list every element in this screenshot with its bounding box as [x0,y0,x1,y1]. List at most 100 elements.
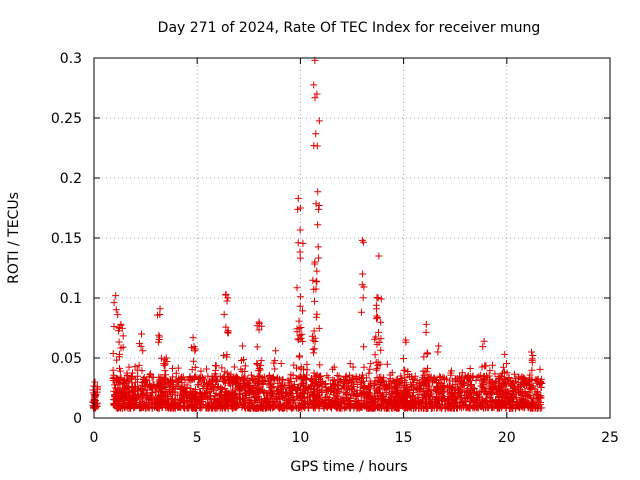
data-point [493,401,501,409]
data-point [322,384,330,392]
data-point [524,391,532,399]
data-point [263,392,271,400]
data-point [191,404,199,412]
data-point [342,396,350,404]
data-point [420,371,428,379]
data-point [383,389,391,397]
data-point [133,401,141,409]
data-point [131,363,139,371]
data-point [458,369,466,377]
data-point [137,330,145,338]
data-point [365,369,373,377]
data-point [483,390,491,398]
data-point [373,314,381,322]
data-point [422,396,430,404]
data-point [138,385,146,393]
data-point [310,285,318,293]
data-point [312,277,320,285]
data-point [188,366,196,374]
data-point [472,376,480,384]
data-point [163,357,171,365]
data-point [286,375,294,383]
data-point [324,374,332,382]
data-point [315,205,323,213]
data-point [447,371,455,379]
data-point [509,399,517,407]
data-point [433,403,441,411]
data-point [296,254,304,262]
data-point [165,404,173,412]
data-point [117,320,125,328]
data-point [439,381,447,389]
data-point [158,403,166,411]
data-point [261,396,269,404]
data-point [285,384,293,392]
data-point [248,386,256,394]
data-point [261,396,269,404]
data-point [143,389,151,397]
data-point [260,388,268,396]
data-point [373,364,381,372]
data-point [160,374,168,382]
data-point [314,243,322,251]
data-point [371,401,379,409]
data-point [190,343,198,351]
y-axis-label: ROTI / TECUs [6,192,22,284]
data-point [240,356,248,364]
data-point [271,365,279,373]
data-point [229,395,237,403]
data-point [328,383,336,391]
data-point [113,401,121,409]
grid-lines [94,58,610,418]
data-point [487,378,495,386]
data-point [297,324,305,332]
data-point [140,400,148,408]
data-point [393,399,401,407]
data-point [135,340,143,348]
data-point [434,389,442,397]
data-point [505,397,513,405]
data-point [375,385,383,393]
data-point [296,302,304,310]
data-point [400,390,408,398]
data-point [423,350,431,358]
data-point [303,366,311,374]
data-point [224,328,232,336]
data-point [503,360,511,368]
data-point [466,365,474,373]
data-point [342,373,350,381]
data-point [138,367,146,375]
data-point [537,383,545,391]
data-point [272,394,280,402]
data-point [488,361,496,369]
data-point [156,380,164,388]
data-point [434,397,442,405]
data-point [537,394,545,402]
data-point [173,391,181,399]
data-point [112,306,120,314]
data-point [277,360,285,368]
data-point [296,293,304,301]
data-point [473,373,481,381]
data-point [172,369,180,377]
data-point [294,386,302,394]
data-point [364,389,372,397]
data-point [214,402,222,410]
data-point [256,372,264,380]
data-point [346,394,354,402]
data-point [137,342,145,350]
data-point [294,239,302,247]
data-point [478,387,486,395]
data-point [310,369,318,377]
data-point [210,374,218,382]
data-point [334,389,342,397]
data-point [241,383,249,391]
data-point [161,367,169,375]
data-point [505,379,513,387]
data-point [426,388,434,396]
data-point [467,372,475,380]
data-point [272,347,280,355]
data-point [293,390,301,398]
data-point [315,201,323,209]
data-point [410,375,418,383]
